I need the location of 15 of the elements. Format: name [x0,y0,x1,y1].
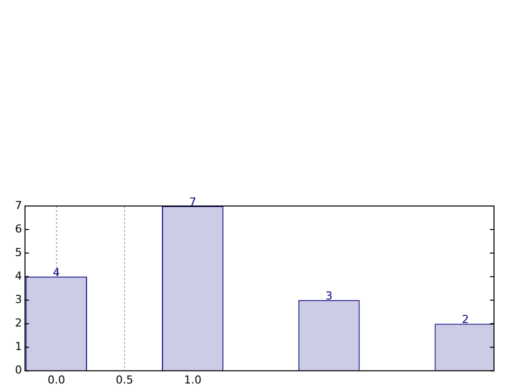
y-tick-label: 7 [15,198,22,212]
y-tick-label: 1 [15,340,22,354]
y-tick-label: 6 [15,222,22,236]
y-tick-label: 4 [15,269,22,282]
x-tick-label: 0.0 [48,373,66,386]
data-label: 3 [326,290,333,303]
y-tick-label: 5 [15,246,22,259]
y-tick-label: 0 [15,364,22,377]
data-label: 2 [462,313,469,326]
y-tick-label: 2 [15,316,22,330]
x-tick-label: 1.0 [184,373,202,386]
data-label: 4 [52,266,60,279]
data-label: 7 [189,195,196,208]
y-tick-label: 3 [15,293,22,306]
x-tick-label: 0.5 [116,373,134,386]
